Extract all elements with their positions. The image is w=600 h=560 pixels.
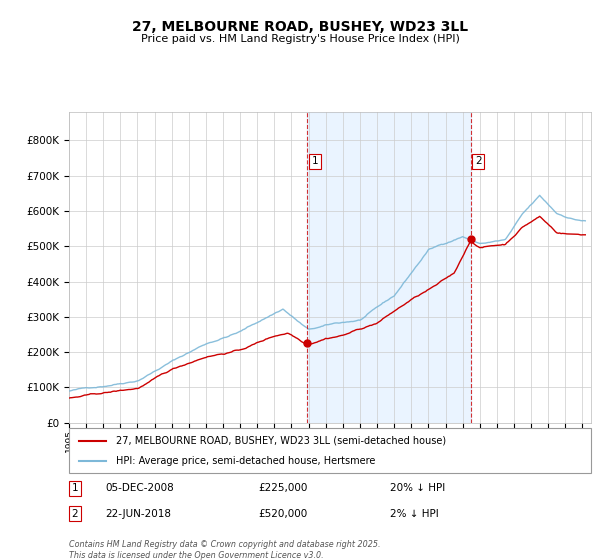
Text: 22-JUN-2018: 22-JUN-2018 <box>105 508 171 519</box>
Text: 20% ↓ HPI: 20% ↓ HPI <box>390 483 445 493</box>
Text: 27, MELBOURNE ROAD, BUSHEY, WD23 3LL (semi-detached house): 27, MELBOURNE ROAD, BUSHEY, WD23 3LL (se… <box>116 436 446 446</box>
Text: 1: 1 <box>311 156 318 166</box>
Text: £520,000: £520,000 <box>258 508 307 519</box>
Text: HPI: Average price, semi-detached house, Hertsmere: HPI: Average price, semi-detached house,… <box>116 456 376 466</box>
Text: Price paid vs. HM Land Registry's House Price Index (HPI): Price paid vs. HM Land Registry's House … <box>140 34 460 44</box>
Text: 2: 2 <box>475 156 482 166</box>
Text: 05-DEC-2008: 05-DEC-2008 <box>105 483 174 493</box>
Text: 2: 2 <box>71 508 79 519</box>
Text: £225,000: £225,000 <box>258 483 307 493</box>
Text: 27, MELBOURNE ROAD, BUSHEY, WD23 3LL: 27, MELBOURNE ROAD, BUSHEY, WD23 3LL <box>132 20 468 34</box>
Text: 1: 1 <box>71 483 79 493</box>
Text: Contains HM Land Registry data © Crown copyright and database right 2025.
This d: Contains HM Land Registry data © Crown c… <box>69 540 380 560</box>
Bar <box>307 112 470 423</box>
Text: 2% ↓ HPI: 2% ↓ HPI <box>390 508 439 519</box>
